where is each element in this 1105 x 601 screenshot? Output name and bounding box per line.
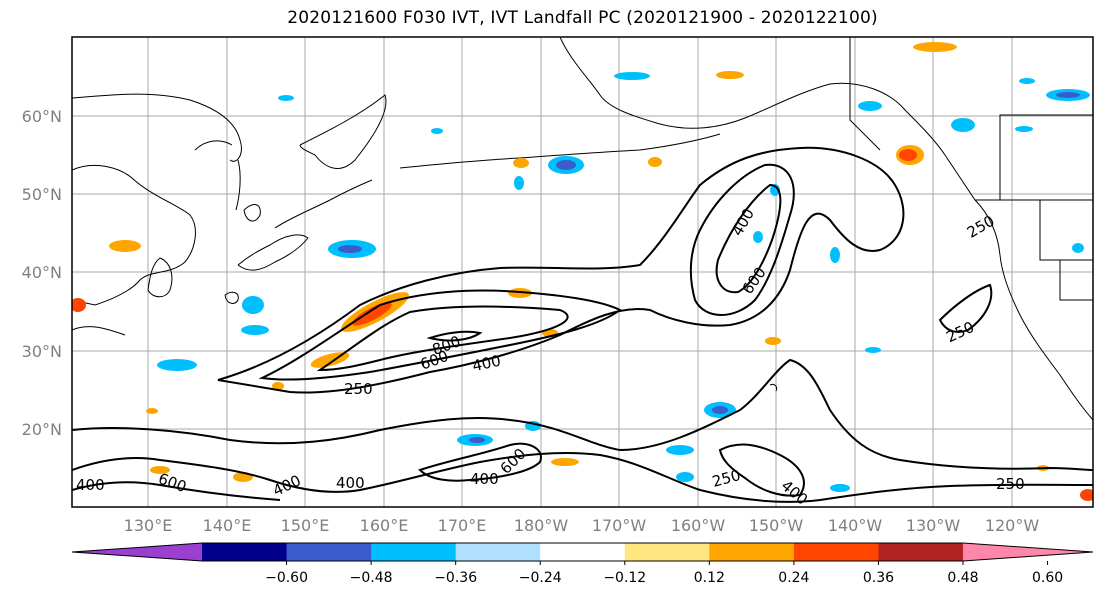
colorbar-tick-label: −0.60 (265, 570, 308, 586)
lon-label: 140°E (203, 516, 252, 535)
lon-label: 170°W (592, 516, 647, 535)
latitude-labels: 60°N 50°N 40°N 30°N 20°N (22, 107, 62, 439)
map-title: 2020121600 F030 IVT, IVT Landfall PC (20… (287, 8, 878, 28)
colorbar-tick-label: 0.36 (863, 570, 894, 586)
lon-label: 120°W (985, 516, 1040, 535)
lat-label-60n: 60°N (22, 107, 62, 126)
colorbar-tick-label: −0.48 (350, 570, 393, 586)
colorbar-segment (286, 543, 372, 561)
colorbar-tick-label: 0.12 (694, 570, 725, 586)
contour-label: 250 (344, 380, 373, 398)
contour-label: 400 (336, 474, 365, 492)
colorbar-segment (709, 543, 795, 561)
colorbar-tick-label: 0.24 (778, 570, 809, 586)
colorbar-segment (793, 543, 879, 561)
lon-label: 160°E (360, 516, 409, 535)
lat-label-30n: 30°N (22, 342, 62, 361)
colorbar-tick-label: −0.12 (603, 570, 646, 586)
colorbar-segment (202, 543, 288, 561)
lat-label-40n: 40°N (22, 263, 62, 282)
ivt-contours (72, 146, 1093, 503)
longitude-labels: 130°E 140°E 150°E 160°E 170°E 180°W 170°… (124, 516, 1040, 535)
contour-label: 400 (471, 352, 503, 376)
colorbar-segment (540, 543, 626, 561)
lon-label: 180°W (514, 516, 569, 535)
colorbar-tick-label: 0.60 (1032, 570, 1063, 586)
colorbar-extend-max (963, 543, 1093, 561)
lon-label: 130°W (906, 516, 961, 535)
colorbar-outline (71, 542, 1094, 562)
colorbar: −0.60 −0.48 −0.36 −0.24 −0.12 0.12 0.24 0.36 0.4… (71, 542, 1094, 586)
lon-label: 160°W (671, 516, 726, 535)
lat-label-20n: 20°N (22, 420, 62, 439)
colorbar-tick-label: −0.36 (434, 570, 477, 586)
lat-label-50n: 50°N (22, 185, 62, 204)
colorbar-tick-label: −0.24 (519, 570, 562, 586)
colorbar-segment (878, 543, 964, 561)
contour-label: 400 (76, 476, 105, 494)
map-panel: 400 600 800 600 400 250 400 600 250 250 … (71, 36, 1094, 508)
lon-label: 150°W (749, 516, 804, 535)
colorbar-segment (455, 543, 541, 561)
lon-label: 170°E (438, 516, 487, 535)
lon-label: 130°E (124, 516, 173, 535)
colorbar-segment (624, 543, 710, 561)
contour-label: 250 (996, 475, 1025, 493)
lon-label: 150°E (281, 516, 330, 535)
colorbar-tick-label: 0.48 (947, 570, 978, 586)
lon-label: 140°W (828, 516, 883, 535)
coastlines (72, 37, 1093, 421)
colorbar-extend-min (72, 543, 202, 561)
colorbar-segment (371, 543, 457, 561)
contour-label: 400 (470, 470, 499, 488)
